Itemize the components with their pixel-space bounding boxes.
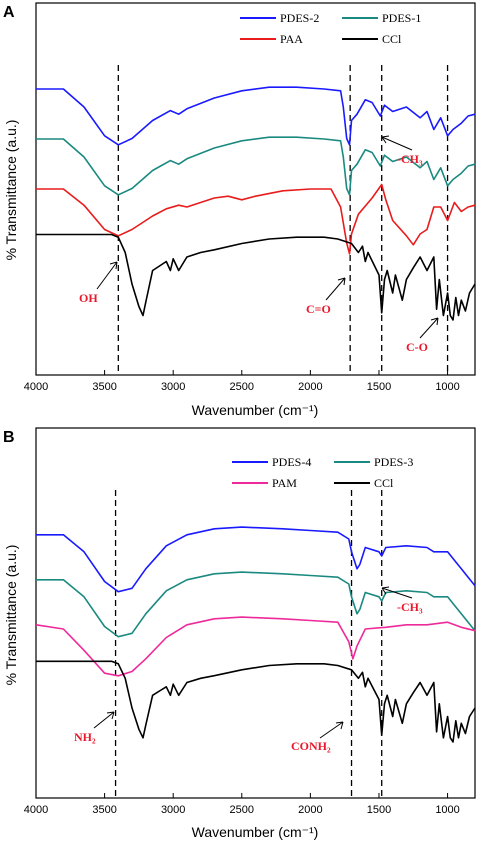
annotation-nh2: NH₂ [74,730,96,744]
x-tick-label-3500: 3500 [92,804,116,816]
annotation-ch3-b: -CH₃ [397,600,423,614]
x-tick-label-2500: 2500 [230,381,254,393]
panel-a: A % Transmittance (a.u.) Wavenumber (cm⁻… [3,2,476,418]
annotation-conh2: CONH₂ [291,739,331,753]
annotation-c-o-double-arrowhead [337,277,346,286]
annotation-oh-arrow [96,261,118,290]
x-tick-label-1500: 1500 [367,804,391,816]
legend-label-ccl: CCl [382,32,402,46]
annotation-conh2-arrow [319,721,344,739]
x-tick-label-2000: 2000 [298,381,322,393]
x-tick-label-3500: 3500 [92,381,116,393]
series-line-pdes-3 [36,571,476,638]
x-tick-label-1000: 1000 [435,381,459,393]
legend-label-pdes-4: PDES-4 [272,455,311,469]
panel-b-letter: B [3,429,15,446]
x-tick-label-4000: 4000 [24,804,48,816]
panel-a-plot-area [35,2,476,376]
x-tick-label-4000: 4000 [24,381,48,393]
panel-b: B % Transmittance (a.u.) Wavenumber (cm⁻… [3,427,476,840]
panel-a-x-ticks: 4000 3500 3000 2500 2000 1500 1000 [24,370,460,393]
annotation-nh2-arrow [93,711,115,729]
panel-b-plot-area [35,427,476,799]
annotation-oh: OH [79,291,98,305]
series-line-ccl [36,233,476,321]
annotation-c-o-single-arrow [419,317,439,339]
annotation-conh2-arrowhead [335,721,344,730]
series-line-pdes-1 [36,136,476,196]
x-tick-label-3000: 3000 [161,381,185,393]
series-line-ccl [36,660,476,743]
panel-b-series [35,526,476,743]
x-tick-label-1500: 1500 [367,381,391,393]
legend-label-pam: PAM [272,476,297,490]
x-tick-label-2000: 2000 [298,804,322,816]
series-line-pam [35,616,476,677]
series-line-paa [36,183,476,255]
series-line-pdes-2 [36,86,476,146]
annotation-oh-arrowhead [109,261,118,270]
annotation-c-o-single: C-O [406,340,428,354]
x-tick-label-2500: 2500 [230,804,254,816]
panel-a-annotations: OH C=O -CH₃ C-O [79,135,439,354]
panel-a-series [36,86,476,321]
annotation-ch3-arrow [381,136,413,151]
annotation-ch3-b-arrow [381,587,413,599]
legend-label-paa: PAA [280,32,303,46]
x-tick-label-1000: 1000 [435,804,459,816]
panel-b-legend: PDES-4 PDES-3 PAM CCl [232,455,413,490]
annotation-ch3-arrowhead [381,135,390,144]
panel-b-y-axis-label: % Transmittance (a.u.) [3,545,19,686]
panel-b-x-axis-label: Wavenumber (cm⁻¹) [192,824,319,840]
annotation-c-o-double-arrow [325,277,346,301]
legend-label-ccl: CCl [374,476,394,490]
panel-a-x-axis-label: Wavenumber (cm⁻¹) [192,402,319,418]
x-tick-label-3000: 3000 [161,804,185,816]
panel-b-marker-lines [114,490,383,798]
panel-b-x-ticks: 4000 3500 3000 2500 2000 1500 1000 [24,793,460,816]
panel-b-annotations: NH₂ CONH₂ -CH₃ [74,586,423,753]
legend-label-pdes-3: PDES-3 [374,455,413,469]
annotation-c-o-single-arrowhead [430,317,439,326]
series-line-pdes-4 [36,526,476,593]
panel-a-letter: A [3,4,15,21]
legend-label-pdes-1: PDES-1 [382,11,421,25]
annotation-ch3-b-arrowhead [381,586,390,595]
panel-a-legend: PDES-2 PDES-1 PAA CCl [240,11,421,46]
annotation-nh2-arrowhead [106,711,115,720]
panel-a-y-axis-label: % Transmittance (a.u.) [3,120,19,261]
annotation-c-o-double: C=O [306,302,331,316]
legend-label-pdes-2: PDES-2 [280,11,319,25]
annotation-ch3: -CH₃ [397,152,423,166]
